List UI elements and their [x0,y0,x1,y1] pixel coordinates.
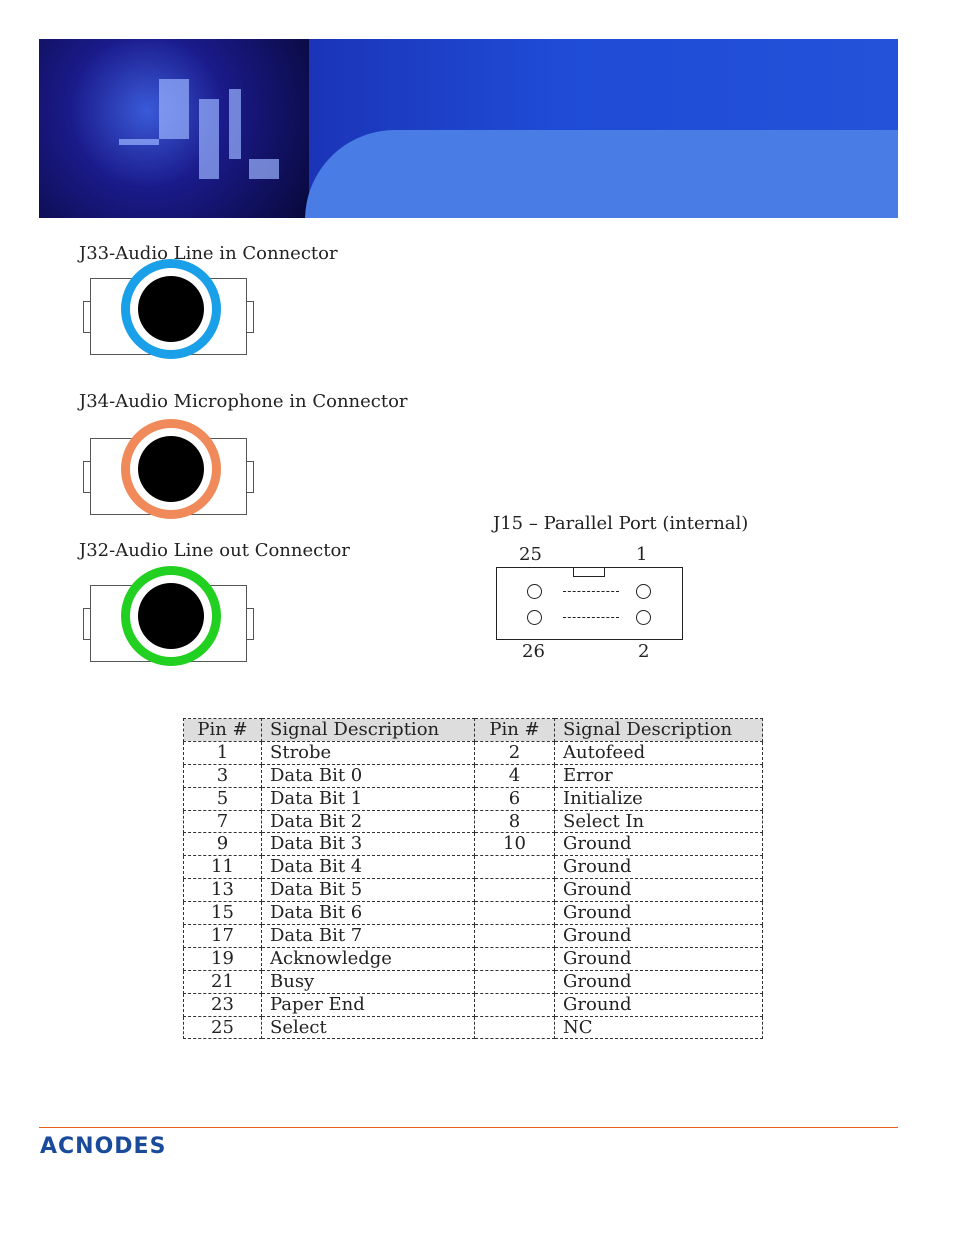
banner-swoosh [305,130,898,218]
pin-cell: 8 [474,809,555,834]
pin-label: 26 [522,641,545,662]
signal-cell: Busy [261,969,475,994]
j33-connector [83,259,254,359]
header-banner [39,39,898,218]
pin-cell: 19 [183,946,262,971]
table-row: 17 Data Bit 7 Ground [183,924,763,948]
signal-cell: Ground [554,969,763,994]
j33-title: J33-Audio Line in Connector [79,243,338,264]
header-pin: Pin # [183,718,262,742]
j15-title: J15 – Parallel Port (internal) [493,513,749,534]
pin-cell [474,878,555,903]
signal-cell: Ground [554,924,763,948]
acnodes-logo: ACNODES [40,1134,167,1159]
pin-cell [474,1015,555,1040]
pin-cell: 7 [183,809,262,834]
table-row: 9 Data Bit 3 10 Ground [183,832,763,857]
signal-cell: Ground [554,992,763,1017]
j32-connector [83,566,254,666]
table-row: 23 Paper End Ground [183,992,763,1017]
pin-cell: 3 [183,763,262,788]
signal-cell: Data Bit 5 [261,878,475,903]
signal-cell: Ground [554,832,763,857]
signal-cell: Autofeed [554,740,763,765]
j32-title: J32-Audio Line out Connector [79,540,350,561]
pin-cell [474,992,555,1017]
footer-rule [39,1127,898,1128]
pin-cell: 23 [183,992,262,1017]
pin-cell: 9 [183,832,262,857]
table-row: 3 Data Bit 0 4 Error [183,763,763,788]
signal-cell: Data Bit 7 [261,924,475,948]
signal-cell: Ground [554,901,763,926]
signal-cell: Data Bit 1 [261,786,475,811]
signal-cell: Strobe [261,740,475,765]
signal-cell: Ground [554,855,763,880]
signal-cell: Ground [554,946,763,971]
table-row: 1 Strobe 2 Autofeed [183,740,763,765]
signal-cell: Select In [554,809,763,834]
signal-cell: Initialize [554,786,763,811]
pin-cell: 17 [183,924,262,948]
j34-connector [83,419,254,519]
signal-cell: Data Bit 0 [261,763,475,788]
table-row: 21 Busy Ground [183,969,763,994]
pin-cell: 1 [183,740,262,765]
j34-title: J34-Audio Microphone in Connector [79,391,408,412]
signal-cell: Error [554,763,763,788]
pin-cell: 21 [183,969,262,994]
pin-cell: 6 [474,786,555,811]
pin-cell: 25 [183,1015,262,1040]
pin-cell [474,946,555,971]
pin-cell [474,969,555,994]
pin-label: 2 [638,641,650,662]
signal-cell: Data Bit 2 [261,809,475,834]
header-signal: Signal Description [261,718,475,742]
signal-cell: Data Bit 4 [261,855,475,880]
pin-cell: 15 [183,901,262,926]
table-row: 5 Data Bit 1 6 Initialize [183,786,763,811]
table-row: 11 Data Bit 4 Ground [183,855,763,880]
signal-cell: Ground [554,878,763,903]
signal-cell: Select [261,1015,475,1040]
header-pin: Pin # [474,718,555,742]
circuit-board-image [39,39,309,218]
table-row: 15 Data Bit 6 Ground [183,901,763,926]
signal-cell: Paper End [261,992,475,1017]
parallel-port-diagram [496,567,683,640]
signal-cell: Data Bit 3 [261,832,475,857]
signal-cell: NC [554,1015,763,1040]
signal-cell: Data Bit 6 [261,901,475,926]
pin-cell: 2 [474,740,555,765]
table-row: 19 Acknowledge Ground [183,946,763,971]
pin-cell: 11 [183,855,262,880]
table-row: 13 Data Bit 5 Ground [183,878,763,903]
pin-label: 25 [519,544,542,565]
pin-cell [474,924,555,948]
table-row: 25 Select NC [183,1015,763,1040]
signal-cell: Acknowledge [261,946,475,971]
pin-cell: 10 [474,832,555,857]
pin-cell [474,901,555,926]
pin-cell: 13 [183,878,262,903]
pin-cell [474,855,555,880]
table-row: 7 Data Bit 2 8 Select In [183,809,763,834]
header-signal: Signal Description [554,718,763,742]
pin-label: 1 [636,544,648,565]
pin-cell: 4 [474,763,555,788]
pin-cell: 5 [183,786,262,811]
pinout-table: Pin # Signal Description Pin # Signal De… [183,718,763,1040]
